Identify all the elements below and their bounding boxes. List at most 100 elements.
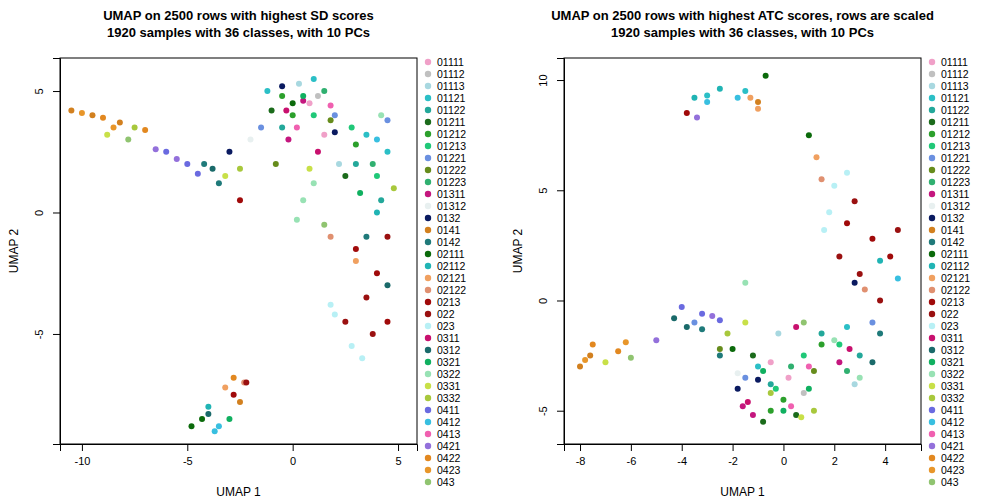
y-tick: 5	[33, 88, 60, 94]
legend-label: 02111	[941, 248, 969, 260]
legend-swatch	[929, 323, 935, 329]
x-tick-label: 2	[832, 455, 838, 467]
point	[328, 302, 334, 308]
point	[315, 93, 321, 99]
point	[294, 217, 300, 223]
y-tick-label: -5	[537, 406, 549, 416]
legend-swatch	[929, 383, 935, 389]
point	[836, 253, 842, 259]
x-axis: -10-505	[61, 444, 418, 467]
point	[279, 93, 285, 99]
point	[142, 127, 148, 133]
point	[374, 270, 380, 276]
legend-item: 043	[929, 476, 959, 488]
point	[153, 146, 159, 152]
legend-swatch	[929, 275, 935, 281]
point	[862, 286, 868, 292]
legend-swatch	[425, 299, 431, 305]
legend-label: 01121	[437, 92, 466, 104]
legend-swatch	[425, 179, 431, 185]
legend-item: 0411	[425, 404, 460, 416]
point	[370, 161, 376, 167]
legend-swatch	[425, 311, 431, 317]
x-tick: 0	[290, 444, 296, 467]
legend-swatch	[929, 395, 935, 401]
point	[184, 161, 190, 167]
legend-swatch	[425, 347, 431, 353]
legend-swatch	[929, 107, 935, 113]
x-tick-label: -5	[183, 455, 193, 467]
point	[300, 197, 306, 203]
point	[760, 368, 766, 374]
point	[691, 320, 697, 326]
point	[717, 317, 723, 323]
point	[111, 124, 117, 130]
point	[615, 348, 621, 354]
point	[384, 319, 390, 325]
legend-label: 01113	[437, 80, 465, 92]
point	[742, 375, 748, 381]
legend-item: 01312	[929, 200, 971, 212]
point	[852, 381, 858, 387]
legend-swatch	[929, 191, 935, 197]
point	[311, 76, 317, 82]
point	[336, 161, 342, 167]
point	[258, 124, 264, 130]
y-tick: 10	[537, 74, 564, 86]
y-axis-title: UMAP 2	[511, 228, 525, 273]
y-tick-mark	[557, 190, 564, 191]
point	[806, 132, 812, 138]
point	[819, 342, 825, 348]
legend-item: 0413	[929, 428, 965, 440]
point	[699, 326, 705, 332]
x-tick-mark	[682, 444, 683, 451]
legend-label: 0412	[437, 416, 461, 428]
point	[283, 107, 289, 113]
point	[768, 359, 774, 365]
legend-label: 01111	[941, 56, 968, 68]
legend-label: 043	[941, 476, 959, 488]
point	[125, 137, 131, 143]
point	[342, 319, 348, 325]
point	[349, 343, 355, 349]
legend-item: 022	[425, 308, 455, 320]
legend-label: 0142	[941, 236, 965, 248]
legend-swatch	[425, 323, 431, 329]
point	[374, 137, 380, 143]
x-tick-mark	[293, 444, 294, 451]
point	[811, 408, 817, 414]
legend-label: 01223	[941, 176, 970, 188]
point	[353, 246, 359, 252]
point	[844, 170, 850, 176]
legend-item: 0311	[425, 332, 460, 344]
y-axis-line	[53, 59, 61, 445]
legend-item: 01111	[929, 56, 968, 68]
point	[717, 86, 723, 92]
legend-label: 0132	[941, 212, 965, 224]
x-tick-mark	[733, 444, 734, 451]
y-tick-mark	[53, 212, 60, 213]
legend-swatch	[929, 311, 935, 317]
point	[311, 180, 317, 186]
point	[755, 99, 761, 105]
point	[773, 386, 779, 392]
point	[363, 295, 369, 301]
legend-item: 0141	[425, 224, 461, 236]
x-tick: 2	[832, 444, 838, 467]
legend-swatch	[929, 203, 935, 209]
legend-label: 01111	[437, 56, 464, 68]
legend-label: 01212	[941, 128, 970, 140]
point	[311, 112, 317, 118]
point	[279, 83, 285, 89]
legend-swatch	[929, 299, 935, 305]
legend-swatch	[425, 275, 431, 281]
legend-label: 01113	[941, 80, 969, 92]
y-tick-label: 5	[33, 88, 45, 94]
legend-item: 0322	[425, 368, 461, 380]
panel: -8-6-4-2024-50510UMAP 1UMAP 2UMAP on 250…	[511, 8, 934, 499]
point	[801, 353, 807, 359]
point	[374, 209, 380, 215]
point	[844, 220, 850, 226]
legend-swatch	[425, 431, 431, 437]
legend-item: 01222	[425, 164, 467, 176]
